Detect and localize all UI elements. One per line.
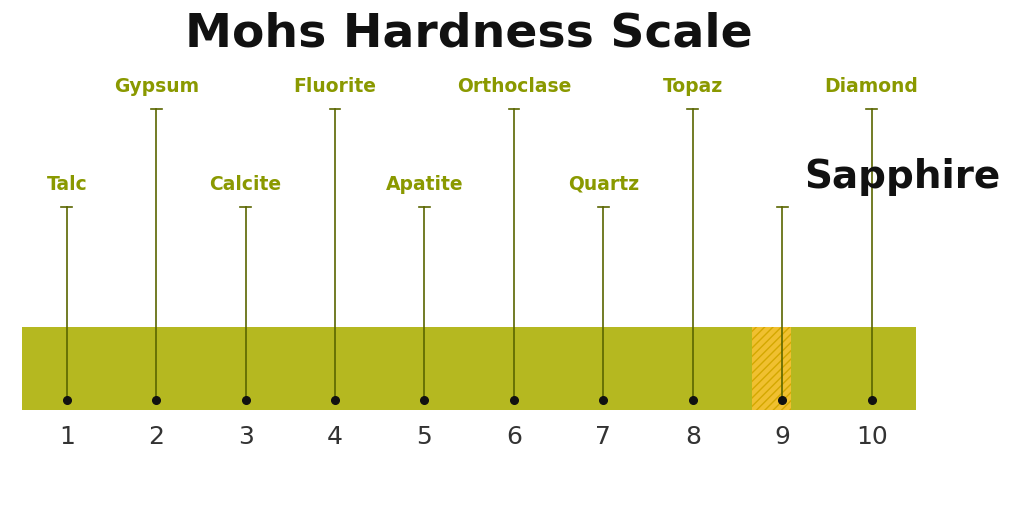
Text: 7: 7 <box>595 425 611 449</box>
Text: Quartz: Quartz <box>567 175 639 194</box>
Text: 9: 9 <box>774 425 791 449</box>
Bar <box>23 327 916 410</box>
Text: 2: 2 <box>148 425 164 449</box>
Text: 4: 4 <box>327 425 343 449</box>
Text: Calcite: Calcite <box>210 175 282 194</box>
Text: Sapphire: Sapphire <box>805 158 1000 196</box>
Text: 5: 5 <box>417 425 432 449</box>
Text: Gypsum: Gypsum <box>114 77 199 96</box>
Text: 3: 3 <box>238 425 254 449</box>
Bar <box>752 327 792 410</box>
Text: Orthoclase: Orthoclase <box>457 77 571 96</box>
Text: Talc: Talc <box>46 175 87 194</box>
Text: Mohs Hardness Scale: Mohs Hardness Scale <box>185 12 753 57</box>
Text: 8: 8 <box>685 425 700 449</box>
Text: Apatite: Apatite <box>386 175 463 194</box>
Text: Diamond: Diamond <box>824 77 919 96</box>
Text: 10: 10 <box>856 425 888 449</box>
Text: Fluorite: Fluorite <box>294 77 377 96</box>
Text: 6: 6 <box>506 425 522 449</box>
Text: Topaz: Topaz <box>663 77 723 96</box>
Text: 1: 1 <box>58 425 75 449</box>
